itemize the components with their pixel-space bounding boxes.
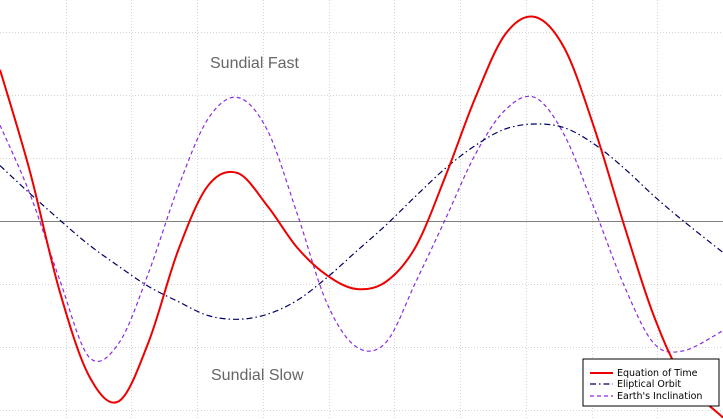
legend-label-equation-of-time: Equation of Time [617, 368, 698, 379]
legend: Equation of Time Eliptical Orbit Earth's… [582, 358, 720, 407]
series-line-equation-of-time [0, 15, 723, 419]
series-line-earth-s-inclination [0, 95, 723, 363]
legend-box [582, 358, 720, 407]
series-layer [0, 15, 723, 419]
series-line-eliptical-orbit [0, 123, 723, 320]
legend-label-earths-inclination: Earth's Inclination [617, 391, 702, 402]
annotation-sundial-fast: Sundial Fast [210, 55, 299, 72]
legend-label-eliptical-orbit: Eliptical Orbit [617, 379, 681, 390]
annotation-sundial-slow: Sundial Slow [211, 367, 304, 384]
